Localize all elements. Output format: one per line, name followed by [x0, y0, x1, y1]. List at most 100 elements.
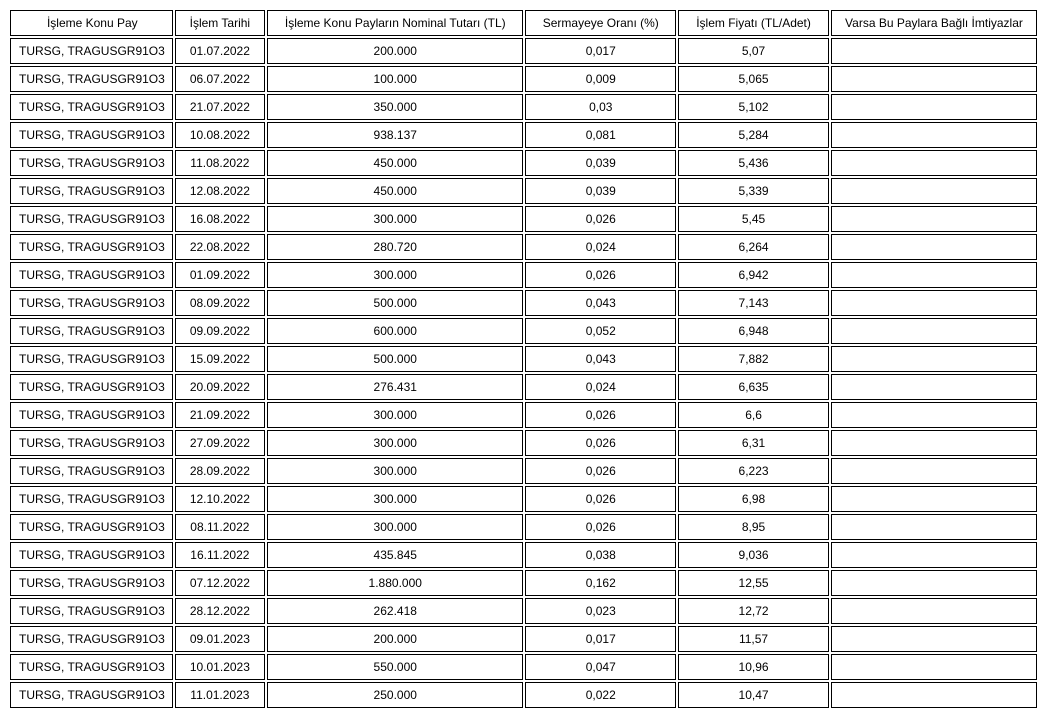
table-row: TURSG, TRAGUSGR91O327.09.2022300.0000,02…: [10, 430, 1037, 456]
table-cell: 08.11.2022: [175, 514, 265, 540]
table-cell: 06.07.2022: [175, 66, 265, 92]
table-cell: 600.000: [267, 318, 523, 344]
table-cell: 12,72: [678, 598, 829, 624]
table-header-row: İşleme Konu Pay İşlem Tarihi İşleme Konu…: [10, 10, 1037, 36]
table-cell: 0,043: [525, 290, 676, 316]
table-cell: TURSG, TRAGUSGR91O3: [10, 178, 173, 204]
table-row: TURSG, TRAGUSGR91O316.08.2022300.0000,02…: [10, 206, 1037, 232]
table-cell: 250.000: [267, 682, 523, 708]
table-cell: 435.845: [267, 542, 523, 568]
table-cell: TURSG, TRAGUSGR91O3: [10, 38, 173, 64]
table-cell: 0,024: [525, 234, 676, 260]
table-row: TURSG, TRAGUSGR91O320.09.2022276.4310,02…: [10, 374, 1037, 400]
table-cell: 7,882: [678, 346, 829, 372]
table-cell: TURSG, TRAGUSGR91O3: [10, 486, 173, 512]
table-cell: 5,284: [678, 122, 829, 148]
table-cell: 280.720: [267, 234, 523, 260]
table-cell: TURSG, TRAGUSGR91O3: [10, 66, 173, 92]
table-cell: 0,009: [525, 66, 676, 92]
table-cell: 0,047: [525, 654, 676, 680]
table-cell: TURSG, TRAGUSGR91O3: [10, 598, 173, 624]
table-cell: 6,31: [678, 430, 829, 456]
table-cell: 12.10.2022: [175, 486, 265, 512]
table-row: TURSG, TRAGUSGR91O312.10.2022300.0000,02…: [10, 486, 1037, 512]
table-cell: 10.08.2022: [175, 122, 265, 148]
table-cell: 300.000: [267, 430, 523, 456]
table-row: TURSG, TRAGUSGR91O301.09.2022300.0000,02…: [10, 262, 1037, 288]
table-cell: TURSG, TRAGUSGR91O3: [10, 458, 173, 484]
table-cell: 200.000: [267, 38, 523, 64]
table-cell: [831, 122, 1037, 148]
table-cell: TURSG, TRAGUSGR91O3: [10, 542, 173, 568]
table-cell: 12,55: [678, 570, 829, 596]
column-header-ratio: Sermayeye Oranı (%): [525, 10, 676, 36]
table-row: TURSG, TRAGUSGR91O310.08.2022938.1370,08…: [10, 122, 1037, 148]
table-cell: 21.07.2022: [175, 94, 265, 120]
table-cell: [831, 290, 1037, 316]
table-cell: 6,98: [678, 486, 829, 512]
table-row: TURSG, TRAGUSGR91O309.01.2023200.0000,01…: [10, 626, 1037, 652]
table-cell: 27.09.2022: [175, 430, 265, 456]
table-cell: [831, 150, 1037, 176]
table-cell: 11,57: [678, 626, 829, 652]
table-cell: 300.000: [267, 206, 523, 232]
table-cell: 10,96: [678, 654, 829, 680]
table-cell: 11.08.2022: [175, 150, 265, 176]
table-cell: 16.11.2022: [175, 542, 265, 568]
table-cell: TURSG, TRAGUSGR91O3: [10, 430, 173, 456]
table-cell: [831, 430, 1037, 456]
table-cell: 21.09.2022: [175, 402, 265, 428]
table-cell: 0,026: [525, 430, 676, 456]
table-cell: 6,264: [678, 234, 829, 260]
column-header-share: İşleme Konu Pay: [10, 10, 173, 36]
table-cell: TURSG, TRAGUSGR91O3: [10, 654, 173, 680]
table-cell: 5,436: [678, 150, 829, 176]
table-row: TURSG, TRAGUSGR91O310.01.2023550.0000,04…: [10, 654, 1037, 680]
table-cell: [831, 66, 1037, 92]
table-cell: 12.08.2022: [175, 178, 265, 204]
table-cell: 938.137: [267, 122, 523, 148]
table-cell: 0,022: [525, 682, 676, 708]
table-cell: [831, 206, 1037, 232]
table-cell: 7,143: [678, 290, 829, 316]
table-cell: 200.000: [267, 626, 523, 652]
table-cell: TURSG, TRAGUSGR91O3: [10, 374, 173, 400]
table-cell: 300.000: [267, 486, 523, 512]
table-cell: 5,339: [678, 178, 829, 204]
table-cell: [831, 318, 1037, 344]
table-cell: [831, 654, 1037, 680]
table-cell: 6,942: [678, 262, 829, 288]
table-cell: 276.431: [267, 374, 523, 400]
table-row: TURSG, TRAGUSGR91O309.09.2022600.0000,05…: [10, 318, 1037, 344]
table-cell: 0,024: [525, 374, 676, 400]
table-row: TURSG, TRAGUSGR91O328.12.2022262.4180,02…: [10, 598, 1037, 624]
table-cell: [831, 626, 1037, 652]
table-cell: TURSG, TRAGUSGR91O3: [10, 402, 173, 428]
table-row: TURSG, TRAGUSGR91O321.09.2022300.0000,02…: [10, 402, 1037, 428]
table-cell: [831, 458, 1037, 484]
table-cell: [831, 402, 1037, 428]
table-cell: [831, 598, 1037, 624]
table-cell: 0,052: [525, 318, 676, 344]
table-cell: 500.000: [267, 346, 523, 372]
table-cell: 0,039: [525, 150, 676, 176]
table-body: TURSG, TRAGUSGR91O301.07.2022200.0000,01…: [10, 38, 1037, 708]
table-cell: TURSG, TRAGUSGR91O3: [10, 626, 173, 652]
table-cell: 300.000: [267, 402, 523, 428]
table-cell: 01.09.2022: [175, 262, 265, 288]
table-cell: 0,162: [525, 570, 676, 596]
table-cell: 8,95: [678, 514, 829, 540]
column-header-privilege: Varsa Bu Paylara Bağlı İmtiyazlar: [831, 10, 1037, 36]
table-cell: 0,026: [525, 486, 676, 512]
table-row: TURSG, TRAGUSGR91O307.12.20221.880.0000,…: [10, 570, 1037, 596]
table-cell: 22.08.2022: [175, 234, 265, 260]
table-cell: 0,03: [525, 94, 676, 120]
column-header-date: İşlem Tarihi: [175, 10, 265, 36]
table-cell: TURSG, TRAGUSGR91O3: [10, 346, 173, 372]
table-cell: 5,07: [678, 38, 829, 64]
table-row: TURSG, TRAGUSGR91O316.11.2022435.8450,03…: [10, 542, 1037, 568]
table-cell: [831, 346, 1037, 372]
table-cell: 300.000: [267, 514, 523, 540]
table-row: TURSG, TRAGUSGR91O312.08.2022450.0000,03…: [10, 178, 1037, 204]
table-cell: [831, 178, 1037, 204]
